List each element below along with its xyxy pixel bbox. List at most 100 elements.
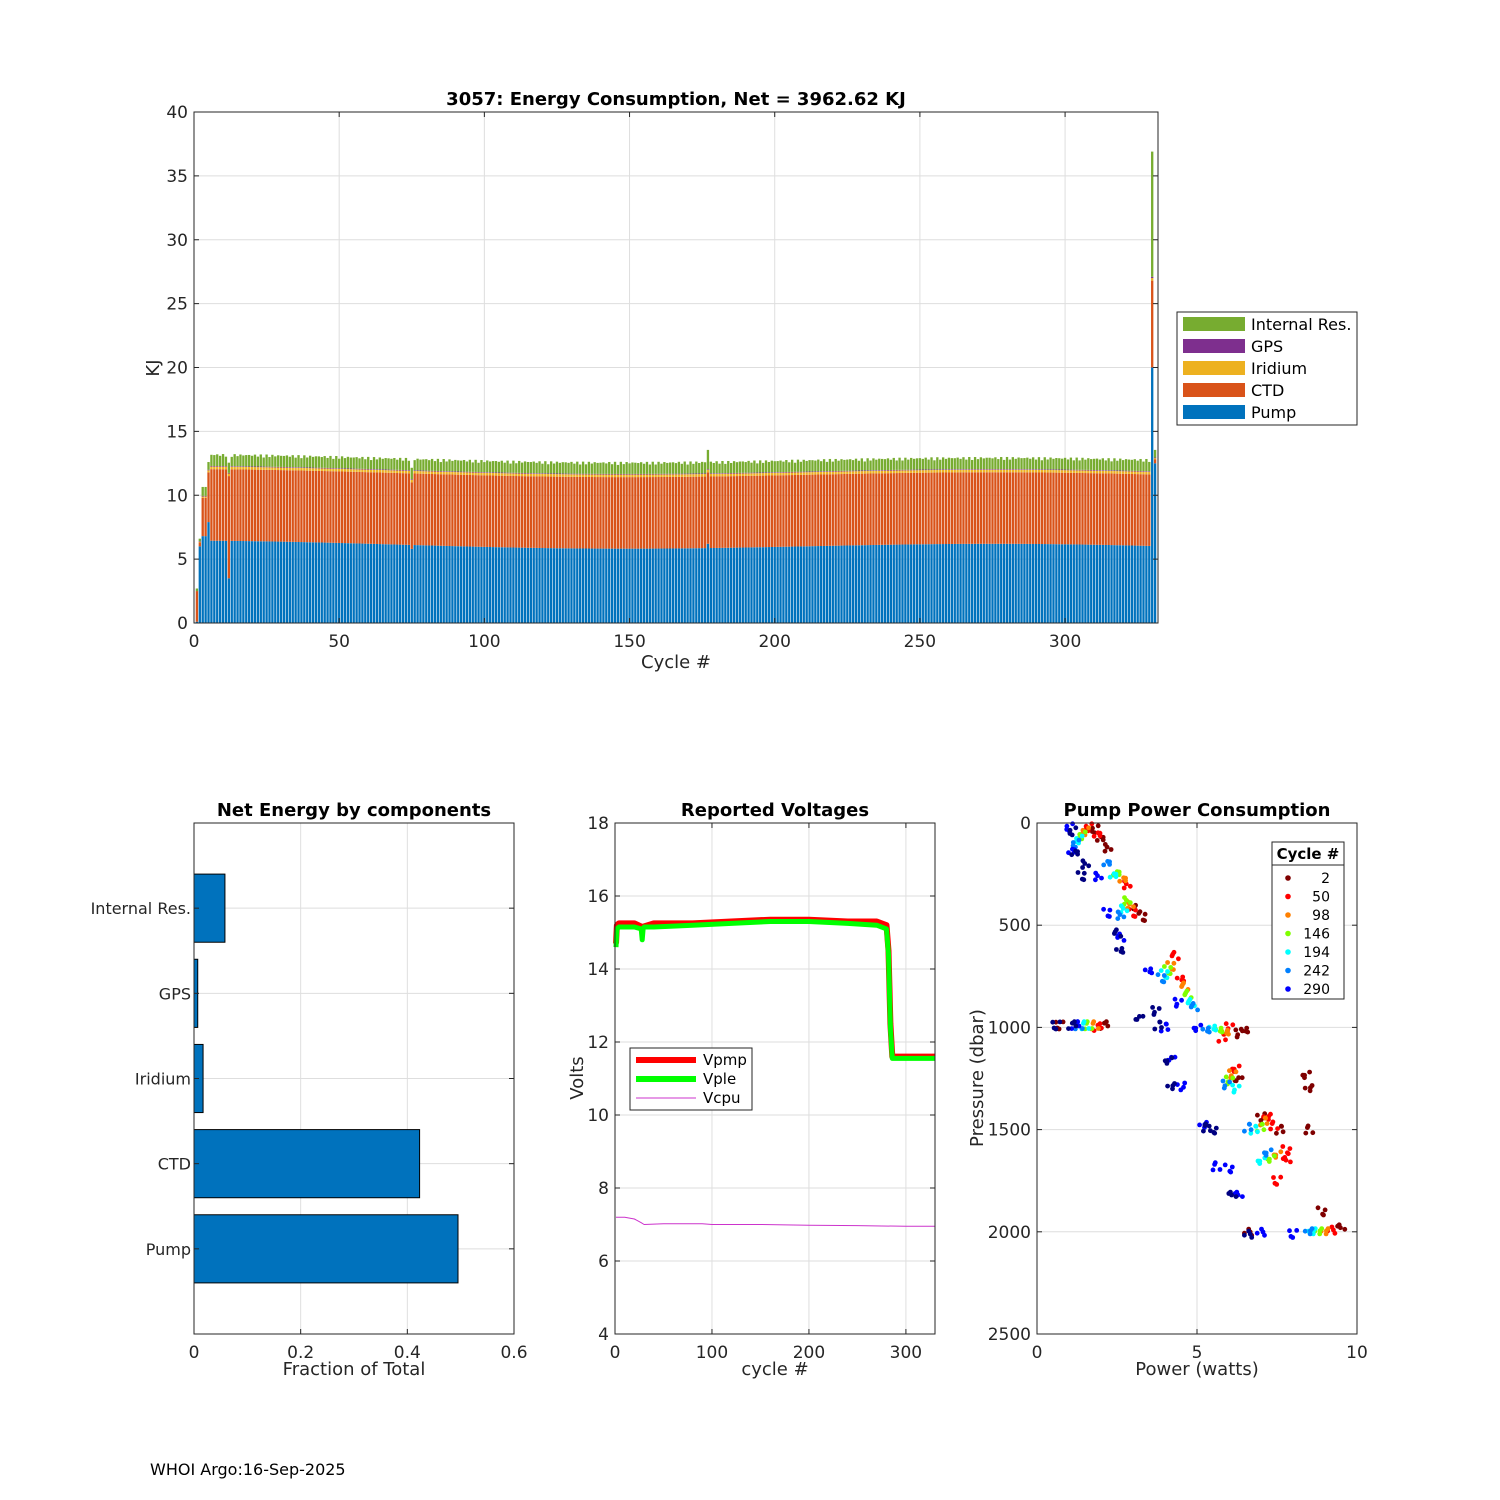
- pump-power-point-290: [1172, 996, 1178, 1002]
- energy-bar-iridium-cycle-230: [860, 471, 863, 474]
- energy-bar-ctd-cycle-105: [497, 475, 501, 548]
- pump-power-point-other: [1206, 1123, 1212, 1129]
- energy-bar-ctd-cycle-309: [1090, 473, 1093, 545]
- legend-marker-290: [1285, 986, 1291, 992]
- energy-bar-internalres-cycle-15: [236, 456, 239, 467]
- energy-bar-ctd-cycle-257: [939, 472, 942, 545]
- energy-bar-pump-cycle-166: [674, 548, 678, 623]
- energy-bar-gps-cycle-207: [793, 471, 797, 473]
- energy-bar-ctd-cycle-299: [1061, 472, 1064, 545]
- energy-bar-ctd-cycle-152: [634, 477, 637, 549]
- energy-bar-gps-cycle-19: [248, 466, 251, 468]
- energy-bar-ctd-cycle-168: [680, 476, 683, 549]
- energy-bar-pump-cycle-5: [207, 522, 210, 623]
- x-tick-label: 0: [610, 1343, 621, 1363]
- energy-bar-internalres-cycle-307: [1084, 459, 1087, 470]
- energy-bar-ctd-cycle-85: [439, 474, 442, 546]
- energy-bar-ctd-cycle-315: [1107, 473, 1110, 546]
- energy-bar-pump-cycle-121: [544, 548, 547, 623]
- pump-power-point-194: [1158, 968, 1164, 973]
- energy-bar-ctd-cycle-329: [1148, 474, 1151, 546]
- energy-bar-ctd-cycle-167: [677, 476, 681, 549]
- energy-bar-iridium-cycle-43: [317, 468, 321, 471]
- energy-bar-internalres-cycle-53: [346, 456, 350, 469]
- energy-bar-ctd-cycle-176: [703, 476, 707, 549]
- energy-bar-gps-cycle-56: [355, 468, 358, 470]
- energy-bar-pump-cycle-103: [491, 547, 495, 623]
- energy-bar-internalres-cycle-303: [1072, 460, 1075, 470]
- energy-bar-internalres-cycle-129: [567, 462, 570, 474]
- energy-bar-ctd-cycle-8: [216, 469, 219, 541]
- energy-bar-ctd-cycle-186: [732, 476, 736, 548]
- energy-bar-pump-cycle-37: [300, 542, 303, 623]
- energy-bar-iridium-cycle-320: [1121, 471, 1125, 474]
- energy-bar-gps-cycle-128: [564, 473, 567, 475]
- energy-bar-ctd-cycle-43: [317, 470, 321, 543]
- energy-bar-ctd-cycle-327: [1142, 474, 1145, 546]
- energy-bar-ctd-cycle-161: [660, 477, 663, 549]
- energy-bar-gps-cycle-189: [741, 472, 744, 474]
- energy-bar-iridium-cycle-72: [401, 470, 405, 474]
- energy-bar-gps-cycle-3: [201, 495, 204, 497]
- energy-bar-internalres-cycle-257: [939, 459, 942, 470]
- energy-bar-internalres-cycle-322: [1127, 459, 1131, 471]
- energy-bar-iridium-cycle-62: [372, 469, 376, 473]
- energy-bar-pump-cycle-162: [663, 548, 666, 623]
- energy-bar-gps-cycle-209: [799, 471, 803, 473]
- pump-power-point-146: [1083, 829, 1088, 835]
- energy-bar-ctd-cycle-88: [448, 474, 451, 547]
- energy-bar-ctd-cycle-31: [282, 470, 286, 542]
- energy-bar-ctd-cycle-321: [1124, 473, 1128, 546]
- energy-bar-ctd-cycle-146: [616, 477, 620, 549]
- energy-bar-iridium-cycle-178: [709, 473, 713, 477]
- pump-power-point-other: [1067, 827, 1073, 833]
- energy-bar-iridium-cycle-204: [785, 472, 788, 476]
- energy-bar-pump-cycle-242: [895, 544, 898, 623]
- energy-bar-gps-cycle-146: [616, 473, 620, 475]
- energy-bar-internalres-cycle-163: [666, 462, 669, 474]
- pump-power-point-other: [1080, 865, 1085, 870]
- energy-bar-internalres-cycle-199: [770, 460, 773, 473]
- legend-swatch-pump: [1183, 405, 1245, 419]
- energy-bar-ctd-cycle-172: [692, 476, 695, 549]
- pump-power-point-2: [1335, 1223, 1340, 1229]
- energy-bar-gps-cycle-145: [613, 473, 617, 475]
- energy-bar-iridium-cycle-234: [872, 470, 875, 474]
- y-tick-label: 0: [1020, 814, 1031, 834]
- energy-bar-internalres-cycle-185: [730, 462, 733, 473]
- energy-bar-pump-cycle-196: [761, 547, 765, 623]
- energy-bar-pump-cycle-102: [489, 547, 492, 623]
- pump-power-point-other: [1053, 1026, 1059, 1032]
- energy-bar-iridium-cycle-131: [573, 474, 576, 477]
- energy-bar-internalres-cycle-291: [1037, 457, 1041, 470]
- energy-bar-internalres-cycle-251: [921, 458, 924, 470]
- pump-power-point-2: [1322, 1207, 1328, 1213]
- energy-bar-ctd-cycle-214: [814, 474, 817, 547]
- energy-bar-internalres-cycle-167: [677, 461, 681, 474]
- pump-power-point-146: [1223, 1074, 1229, 1080]
- energy-bar-iridium-cycle-288: [1029, 469, 1032, 473]
- energy-bar-gps-cycle-162: [663, 473, 666, 475]
- energy-bar-ctd-cycle-198: [767, 475, 771, 548]
- energy-bar-gps-cycle-308: [1087, 469, 1090, 471]
- pump-power-point-98: [1165, 960, 1170, 965]
- pump-power-point-194: [1113, 871, 1119, 877]
- energy-bar-pump-cycle-175: [700, 548, 704, 623]
- energy-bar-gps-cycle-252: [924, 469, 927, 471]
- pump-power-point-242: [1307, 1231, 1313, 1237]
- energy-bar-internalres-cycle-65: [381, 458, 384, 470]
- energy-bar-gps-cycle-102: [489, 472, 492, 473]
- energy-bar-gps-cycle-127: [561, 473, 564, 475]
- energy-bar-iridium-cycle-177: [706, 469, 710, 473]
- energy-bar-gps-cycle-208: [796, 471, 800, 473]
- energy-bar-iridium-cycle-52: [343, 469, 347, 472]
- pump-power-point-2: [1255, 1112, 1260, 1118]
- energy-bar-gps-cycle-245: [904, 469, 907, 471]
- energy-bar-pump-cycle-246: [907, 544, 910, 623]
- energy-bar-gps-cycle-224: [843, 470, 846, 472]
- energy-bar-pump-cycle-174: [698, 548, 701, 623]
- energy-bar-pump-cycle-36: [297, 541, 300, 623]
- energy-bar-pump-cycle-306: [1081, 544, 1084, 623]
- energy-bar-iridium-cycle-168: [680, 474, 683, 477]
- energy-bar-internalres-cycle-20: [250, 455, 254, 467]
